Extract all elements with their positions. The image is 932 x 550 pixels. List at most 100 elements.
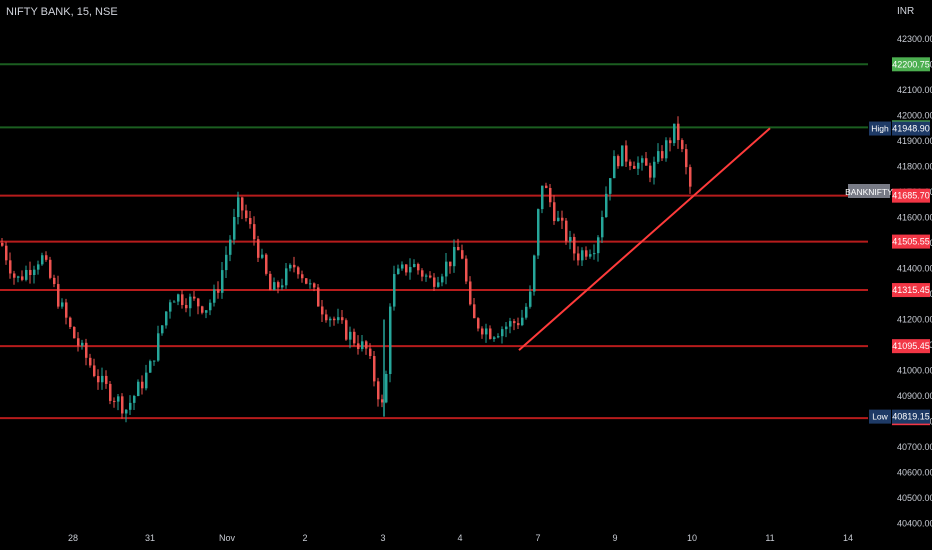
level-tag-text: 41505.55 — [892, 237, 930, 247]
candle — [149, 359, 152, 373]
candle-body — [45, 255, 48, 260]
candle-body — [621, 145, 624, 167]
candle — [661, 145, 664, 161]
candle-body — [153, 360, 156, 362]
price-tick: 40900.00 — [897, 391, 932, 401]
candle — [25, 265, 28, 282]
candle — [485, 323, 488, 343]
price-tick: 41400.00 — [897, 264, 932, 274]
candle — [157, 325, 160, 362]
candle-body — [41, 255, 44, 265]
candle — [677, 116, 680, 149]
candle-body — [565, 220, 568, 242]
candle — [173, 300, 176, 303]
candle — [529, 285, 532, 309]
candle-body — [201, 306, 204, 313]
candle — [629, 159, 632, 171]
candle-body — [525, 306, 528, 318]
candle-body — [553, 202, 556, 222]
candle — [633, 161, 636, 170]
candle — [109, 381, 112, 405]
candle-body — [21, 276, 24, 280]
candle — [417, 262, 420, 275]
price-tick: 40600.00 — [897, 468, 932, 478]
time-axis[interactable]: 28 31 Nov 2 3 4 7 9 10 11 14 — [68, 533, 853, 543]
trendline[interactable] — [518, 127, 771, 351]
candle-body — [509, 321, 512, 327]
high-marker-bg — [869, 121, 891, 136]
candle — [1, 237, 4, 247]
candle — [501, 326, 504, 344]
symbol-title[interactable]: NIFTY BANK, 15, NSE — [6, 6, 118, 18]
candle-body — [601, 217, 604, 238]
candle — [221, 261, 224, 299]
candle-body — [401, 264, 404, 269]
candle-body — [629, 161, 632, 166]
candle — [73, 326, 76, 339]
price-axis[interactable]: 42300.0042200.0042100.0042000.0041900.00… — [897, 34, 932, 529]
candle — [77, 332, 80, 352]
candle-body — [585, 250, 588, 257]
candle-body — [497, 336, 500, 338]
candle — [313, 282, 316, 292]
candle-body — [661, 151, 664, 159]
candle-body — [197, 298, 200, 307]
level-tag-text: 42200.75 — [892, 59, 930, 69]
candle-body — [189, 296, 192, 309]
candle-body — [337, 317, 340, 321]
trendline-group[interactable] — [518, 127, 771, 351]
candle — [29, 261, 32, 284]
price-tick: 41200.00 — [897, 315, 932, 325]
candle-body — [237, 197, 240, 218]
candle — [477, 317, 480, 332]
candle — [533, 254, 536, 296]
candles — [1, 116, 692, 423]
candle-body — [373, 356, 376, 382]
level-tag: 41505.55 — [892, 234, 930, 249]
candle — [61, 298, 64, 309]
candle — [513, 318, 516, 331]
candle-body — [441, 276, 444, 283]
candle — [509, 317, 512, 334]
candle-body — [385, 373, 388, 403]
candle-body — [333, 318, 336, 321]
candle-body — [93, 365, 96, 377]
candle-body — [277, 282, 280, 288]
candle — [285, 263, 288, 289]
candle-body — [225, 254, 228, 271]
price-tick: 40400.00 — [897, 519, 932, 529]
candle — [309, 279, 312, 289]
candle — [449, 261, 452, 274]
candle — [329, 316, 332, 327]
candle — [557, 210, 560, 222]
candle — [105, 370, 108, 389]
candle-body — [421, 270, 424, 277]
candle — [169, 299, 172, 319]
candle — [161, 324, 164, 336]
candle — [353, 328, 356, 347]
candle-body — [249, 218, 252, 225]
candle — [345, 318, 348, 341]
candle-body — [645, 158, 648, 166]
candle — [605, 186, 608, 218]
candle — [577, 246, 580, 266]
level-tag: 41315.45 — [892, 283, 930, 298]
candle — [137, 379, 140, 397]
candle — [229, 235, 232, 262]
candle-body — [49, 259, 52, 278]
candle — [573, 233, 576, 261]
candle-body — [261, 254, 264, 258]
candle — [649, 162, 652, 183]
candle — [653, 156, 656, 185]
candle — [441, 273, 444, 287]
candle-body — [165, 311, 168, 326]
symbol-marker-text: BANKNIFTY — [845, 187, 893, 197]
candle — [241, 196, 244, 220]
price-tags: 42200.7541953.4041685.7041505.5541315.45… — [845, 57, 930, 426]
candle — [465, 255, 468, 285]
candle-body — [229, 239, 232, 255]
candle — [81, 339, 84, 350]
candle-body — [349, 331, 352, 340]
candle-body — [461, 250, 464, 259]
